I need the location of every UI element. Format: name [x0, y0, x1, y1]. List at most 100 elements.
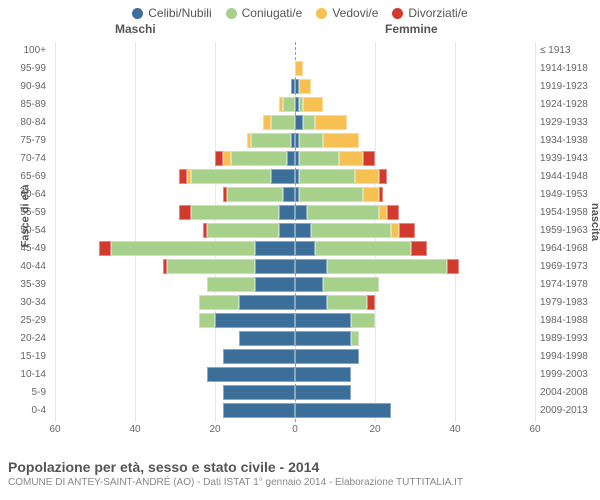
bar-male: [251, 133, 291, 148]
bar-male: [279, 223, 295, 238]
age-label: 70-74: [20, 153, 46, 165]
bar-male: [247, 133, 251, 148]
birthyear-label: 1954-1958: [540, 207, 588, 219]
bar-male: [287, 151, 295, 166]
legend-label: Celibi/Nubili: [148, 6, 211, 20]
birthyear-label: 2009-2013: [540, 405, 588, 417]
axis-title-left: Fasce di età: [19, 185, 31, 248]
birthyear-label: 1939-1943: [540, 153, 588, 165]
bar-female: [379, 187, 383, 202]
bar-male: [179, 205, 191, 220]
bar-female: [295, 277, 323, 292]
x-tick: 20: [369, 424, 380, 435]
footer-subtitle: COMUNE DI ANTEY-SAINT-ANDRÉ (AO) - Dati …: [8, 477, 463, 488]
birthyear-label: 2004-2008: [540, 387, 588, 399]
pyramid-row: [55, 168, 535, 186]
pyramid-row: [55, 186, 535, 204]
bar-female: [351, 331, 359, 346]
age-label: 35-39: [20, 279, 46, 291]
bar-male: [203, 223, 207, 238]
legend-swatch: [392, 8, 403, 19]
bar-female: [303, 115, 315, 130]
legend: Celibi/NubiliConiugati/eVedovi/eDivorzia…: [0, 0, 600, 22]
bar-female: [295, 331, 351, 346]
bar-female: [295, 241, 315, 256]
legend-label: Divorziati/e: [408, 6, 467, 20]
bar-female: [363, 151, 375, 166]
x-tick: 40: [449, 424, 460, 435]
bar-male: [255, 259, 295, 274]
bar-female: [311, 223, 391, 238]
birthyear-label: ≤ 1913: [540, 45, 571, 57]
bar-female: [323, 277, 379, 292]
bar-female: [391, 223, 399, 238]
birthyear-label: 1929-1933: [540, 117, 588, 129]
legend-item: Divorziati/e: [392, 6, 467, 20]
legend-swatch: [226, 8, 237, 19]
birthyear-label: 1934-1938: [540, 135, 588, 147]
age-label: 90-94: [20, 81, 46, 93]
gender-headers: Maschi Femmine: [0, 22, 600, 38]
pyramid-row: [55, 240, 535, 258]
legend-label: Vedovi/e: [332, 6, 378, 20]
bar-female: [367, 295, 375, 310]
bar-male: [179, 169, 187, 184]
bar-male: [199, 313, 215, 328]
age-label: 15-19: [20, 351, 46, 363]
bar-male: [271, 169, 295, 184]
bar-female: [327, 259, 447, 274]
pyramid-row: [55, 312, 535, 330]
birthyear-label: 1944-1948: [540, 171, 588, 183]
pyramid-row: [55, 60, 535, 78]
legend-swatch: [316, 8, 327, 19]
bar-female: [295, 367, 351, 382]
age-label: 85-89: [20, 99, 46, 111]
bar-female: [387, 205, 399, 220]
birthyear-label: 1914-1918: [540, 63, 588, 75]
pyramid-row: [55, 330, 535, 348]
x-tick: 60: [529, 424, 540, 435]
birthyear-label: 1979-1983: [540, 297, 588, 309]
bar-female: [299, 169, 355, 184]
age-label: 30-34: [20, 297, 46, 309]
pyramid-row: [55, 204, 535, 222]
bar-female: [303, 97, 323, 112]
pyramid-row: [55, 276, 535, 294]
birthyear-label: 1999-2003: [540, 369, 588, 381]
bar-male: [255, 241, 295, 256]
birthyear-label: 1969-1973: [540, 261, 588, 273]
x-tick: 20: [209, 424, 220, 435]
legend-swatch: [132, 8, 143, 19]
pyramid-row: [55, 348, 535, 366]
bar-female: [363, 187, 379, 202]
x-axis: 6040200204060: [55, 424, 535, 440]
bar-female: [315, 115, 347, 130]
pyramid-row: [55, 132, 535, 150]
bar-female: [307, 205, 379, 220]
bar-male: [207, 367, 295, 382]
bar-male: [239, 295, 295, 310]
pyramid-row: [55, 402, 535, 420]
bar-female: [295, 313, 351, 328]
bar-male: [191, 169, 271, 184]
header-female: Femmine: [385, 22, 438, 36]
bar-female: [295, 349, 359, 364]
bar-female: [447, 259, 459, 274]
bar-male: [215, 313, 295, 328]
bar-male: [99, 241, 111, 256]
population-pyramid: [55, 42, 535, 422]
bar-male: [223, 187, 227, 202]
bar-male: [283, 97, 295, 112]
birthyear-label: 1919-1923: [540, 81, 588, 93]
age-label: 65-69: [20, 171, 46, 183]
pyramid-row: [55, 78, 535, 96]
legend-item: Celibi/Nubili: [132, 6, 211, 20]
age-label: 10-14: [20, 369, 46, 381]
x-tick: 60: [49, 424, 60, 435]
age-label: 5-9: [32, 387, 46, 399]
bar-female: [295, 385, 351, 400]
bar-female: [295, 61, 303, 76]
bar-male: [231, 151, 287, 166]
bar-male: [223, 349, 295, 364]
bar-male: [271, 115, 295, 130]
